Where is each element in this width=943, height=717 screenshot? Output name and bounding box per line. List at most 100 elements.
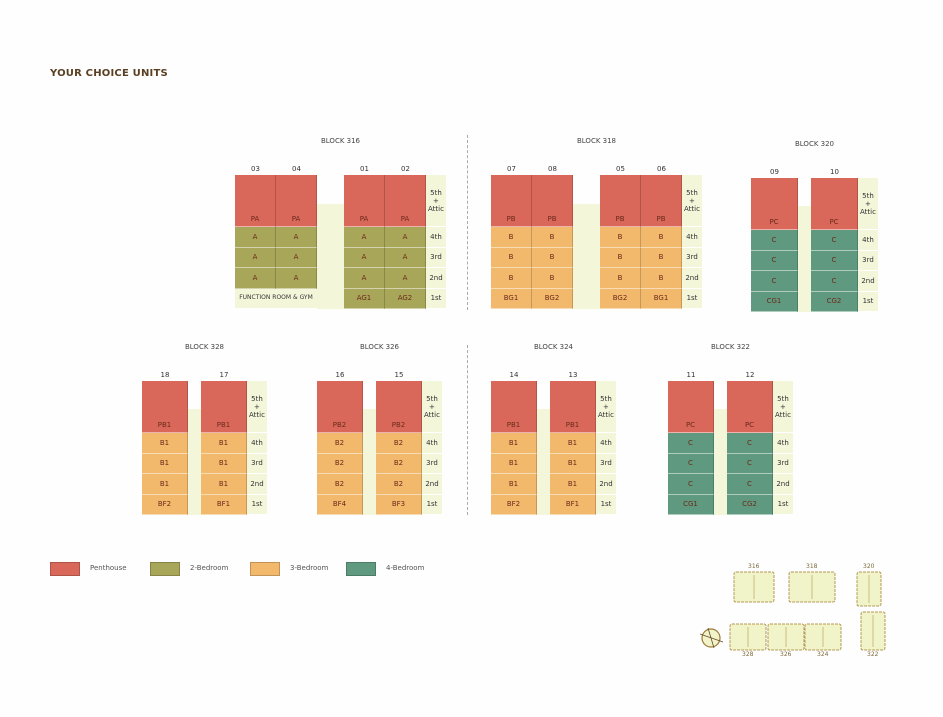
unit-cell: B <box>600 227 641 248</box>
divider <box>467 135 468 310</box>
unit-cell: C <box>811 230 858 251</box>
floor-label: 3rd <box>773 453 793 474</box>
unit-cell: BF3 <box>376 494 422 515</box>
unit-cell: B1 <box>491 433 537 454</box>
unit-number: 08 <box>548 165 557 173</box>
penthouse-cell: PA <box>276 175 317 227</box>
site-block-label: 326 <box>780 651 792 658</box>
unit-number: 18 <box>160 371 170 379</box>
unit-cell: AG2 <box>385 288 426 309</box>
unit-number: 02 <box>401 165 410 173</box>
unit-cell: B <box>491 268 532 289</box>
floor-label: 1st <box>247 494 267 515</box>
floor-label: 4th <box>682 227 702 248</box>
compass-needle <box>707 627 715 649</box>
unit-cell: B2 <box>376 433 422 454</box>
core-shaft <box>714 409 727 515</box>
legend-label: 2-Bedroom <box>190 564 229 572</box>
legend-swatch-four_bedroom <box>346 562 376 576</box>
legend-swatch-three_bedroom <box>250 562 280 576</box>
unit-cell: A <box>276 268 317 289</box>
floor-label: 3rd <box>858 250 878 271</box>
unit-number: 05 <box>616 165 625 173</box>
floor-label: 3rd <box>247 453 267 474</box>
unit-cell: C <box>668 453 714 474</box>
core-shaft <box>363 409 376 515</box>
unit-cell: BG1 <box>491 288 532 309</box>
floor-label: 2nd <box>682 268 702 289</box>
unit-cell: A <box>344 268 385 289</box>
unit-cell: C <box>751 250 798 271</box>
penthouse-cell: PC <box>727 381 773 433</box>
unit-cell: AG1 <box>344 288 385 309</box>
unit-cell: BF4 <box>317 494 363 515</box>
legend-swatch-penthouse <box>50 562 80 576</box>
floor-label: 5th + Attic <box>596 381 616 433</box>
unit-cell: C <box>751 230 798 251</box>
penthouse-cell: PC <box>668 381 714 433</box>
floor-label: 5th + Attic <box>426 175 446 227</box>
site-block-label: 324 <box>817 651 829 658</box>
unit-cell: B <box>532 227 573 248</box>
legend-label: 4-Bedroom <box>386 564 425 572</box>
unit-cell: B1 <box>491 453 537 474</box>
unit-number: 09 <box>770 168 779 176</box>
floor-label: 4th <box>773 433 793 454</box>
unit-number: 01 <box>360 165 369 173</box>
block-name: BLOCK 322 <box>710 343 751 351</box>
floor-label: 1st <box>682 288 702 309</box>
unit-cell: C <box>668 433 714 454</box>
unit-cell: B <box>641 227 682 248</box>
penthouse-cell: PC <box>751 178 798 230</box>
site-block-label: 322 <box>867 651 879 658</box>
unit-cell: A <box>385 227 426 248</box>
floor-label: 5th + Attic <box>773 381 793 433</box>
unit-cell: B2 <box>317 433 363 454</box>
penthouse-cell: PB1 <box>142 381 188 433</box>
floor-label: 4th <box>858 230 878 251</box>
unit-cell: B <box>600 247 641 268</box>
unit-cell: C <box>668 474 714 495</box>
legend-label: Penthouse <box>90 564 127 572</box>
core-shaft <box>573 204 600 309</box>
legend-swatch-two_bedroom <box>150 562 180 576</box>
floor-label: 2nd <box>422 474 442 495</box>
divider <box>467 345 468 515</box>
unit-number: 10 <box>830 168 839 176</box>
unit-cell: BG2 <box>600 288 641 309</box>
floor-label: 4th <box>596 433 616 454</box>
floor-label: 3rd <box>682 247 702 268</box>
unit-cell: B1 <box>142 453 188 474</box>
function-room-cell: FUNCTION ROOM & GYM <box>235 288 317 309</box>
penthouse-cell: PB2 <box>317 381 363 433</box>
site-block-label: 320 <box>863 563 875 570</box>
unit-number: 03 <box>251 165 260 173</box>
unit-cell: CG1 <box>751 291 798 312</box>
unit-cell: B1 <box>201 474 247 495</box>
unit-cell: A <box>385 268 426 289</box>
core-shaft <box>798 206 811 312</box>
block-name: BLOCK 328 <box>184 343 225 351</box>
penthouse-cell: PB <box>491 175 532 227</box>
core-shaft <box>317 204 344 309</box>
penthouse-cell: PB <box>641 175 682 227</box>
penthouse-cell: PB1 <box>201 381 247 433</box>
unit-number: 15 <box>394 371 404 379</box>
unit-number: 04 <box>292 165 301 173</box>
unit-cell: C <box>727 433 773 454</box>
floor-label: 4th <box>247 433 267 454</box>
floor-label: 1st <box>773 494 793 515</box>
floor-label: 5th + Attic <box>422 381 442 433</box>
penthouse-cell: PC <box>811 178 858 230</box>
unit-cell: BF1 <box>201 494 247 515</box>
penthouse-cell: PB <box>532 175 573 227</box>
floor-label: 3rd <box>596 453 616 474</box>
unit-cell: B1 <box>550 433 596 454</box>
floor-label: 1st <box>858 291 878 312</box>
unit-cell: B <box>491 247 532 268</box>
unit-cell: B <box>491 227 532 248</box>
unit-cell: C <box>727 453 773 474</box>
unit-cell: B2 <box>317 453 363 474</box>
site-block-label: 318 <box>806 563 818 570</box>
unit-cell: A <box>235 268 276 289</box>
